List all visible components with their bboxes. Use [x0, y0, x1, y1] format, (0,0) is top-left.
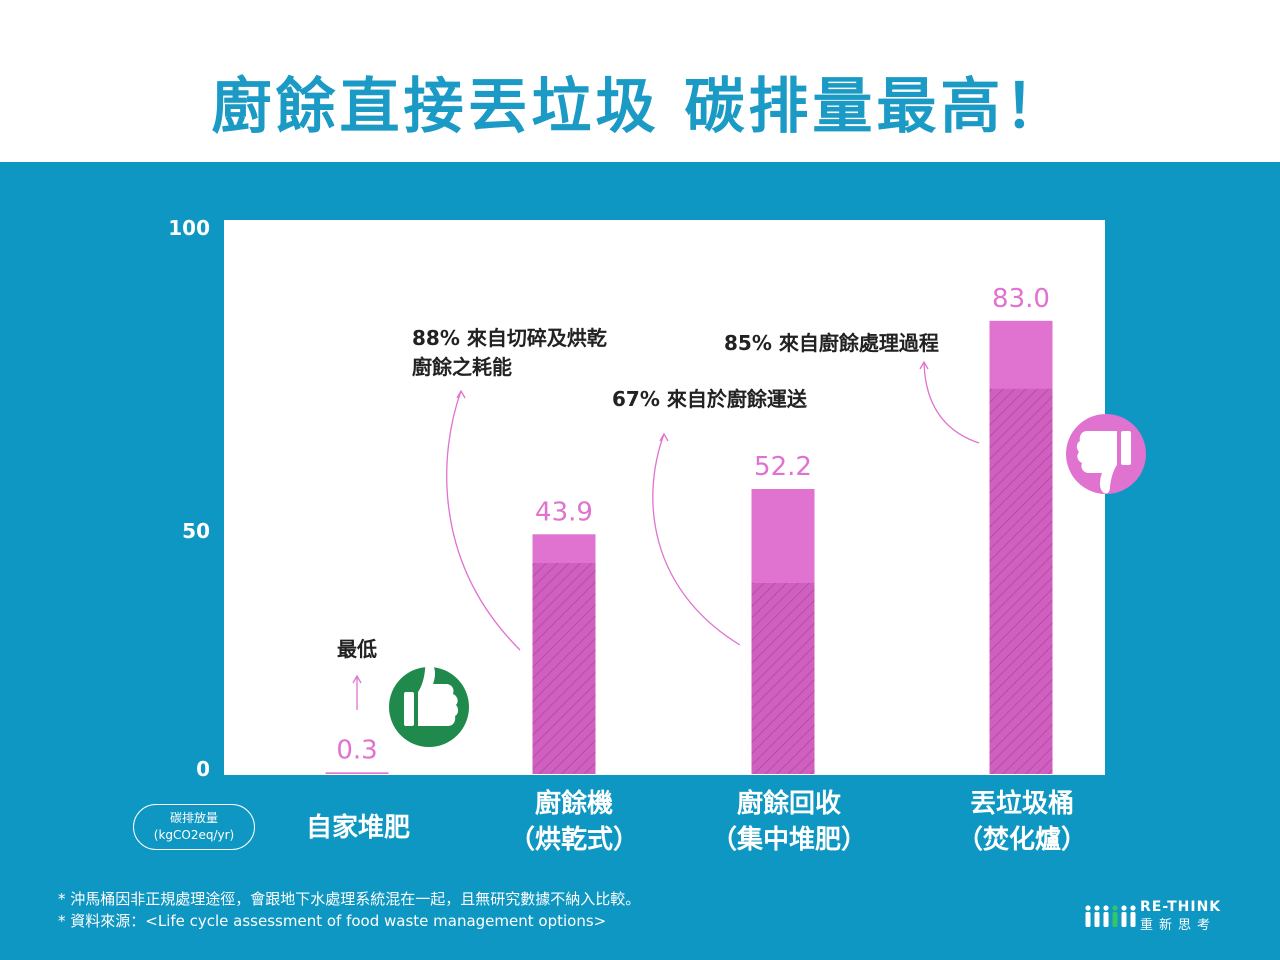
header: 廚餘直接丟垃圾 碳排量最高！ [0, 0, 1280, 162]
bar [325, 772, 389, 774]
y-tick-label: 0 [196, 757, 210, 781]
rethink-logo: RE-THINK 重新思考 [1084, 899, 1244, 933]
annotation-text: 最低 [337, 637, 377, 661]
x-category-label: 廚餘機 （烘乾式） [508, 789, 639, 855]
bar-hatched-portion [751, 583, 815, 774]
bar-value-label: 0.3 [336, 735, 377, 765]
bar-value-label: 43.9 [535, 497, 593, 527]
arrow-head [456, 389, 466, 399]
footnote: * 沖馬桶因非正規處理途徑，會跟地下水處理系統混在一起，且無研究數據不納入比較。 [58, 890, 641, 908]
y-tick-label: 50 [182, 519, 210, 543]
annotation-text: 廚餘之耗能 [412, 355, 512, 379]
unit-label-line: (kgCO2eq/yr) [153, 828, 235, 842]
annotation-arrow [923, 361, 980, 444]
arrow-head [659, 432, 669, 442]
page-title: 廚餘直接丟垃圾 碳排量最高！ [211, 72, 1069, 142]
unit-label-line: 碳排放量 [169, 811, 218, 825]
x-category-label: 自家堆肥 [305, 813, 410, 843]
thumbs-down-icon [1066, 414, 1146, 494]
logo-subtitle: 重新思考 [1140, 918, 1217, 933]
annotation-text: 85% 來自廚餘處理過程 [724, 331, 939, 355]
annotation-arrow [652, 433, 741, 646]
bar-value-label: 52.2 [754, 452, 812, 482]
y-axis-unit-label: 碳排放量 (kgCO2eq/yr) [133, 804, 255, 850]
thumbs-up-icon [389, 663, 469, 747]
y-tick-label: 100 [168, 216, 210, 240]
bar-hatched-portion [989, 388, 1053, 774]
footnote-source: * 資料來源：<Life cycle assessment of food wa… [58, 912, 607, 930]
annotation-arrow [446, 390, 521, 651]
people-icon [1085, 905, 1136, 927]
arrow-head [352, 674, 362, 684]
x-category-label: 丟垃圾桶 （焚化爐） [956, 789, 1087, 855]
annotation-text: 88% 來自切碎及烘乾 [412, 326, 607, 350]
annotation-text: 67% 來自於廚餘運送 [612, 387, 808, 411]
logo-brand: RE-THINK [1140, 899, 1222, 915]
x-category-label: 廚餘回收 （集中堆肥） [710, 789, 867, 855]
plot-area [224, 220, 1105, 775]
bar-value-label: 83.0 [992, 284, 1050, 314]
arrow-head [919, 360, 929, 370]
bar-hatched-portion [532, 563, 596, 774]
